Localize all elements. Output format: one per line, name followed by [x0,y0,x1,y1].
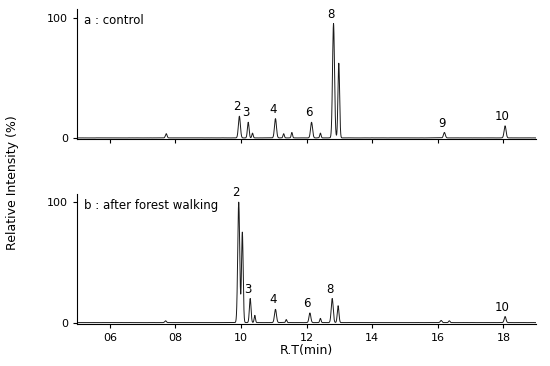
Text: 8: 8 [327,8,334,20]
Text: 6: 6 [304,297,311,310]
Text: 2: 2 [232,186,240,199]
Text: 8: 8 [326,283,333,296]
Text: 3: 3 [242,107,249,119]
Text: 10: 10 [495,110,510,123]
Text: 2: 2 [233,100,240,113]
Text: 4: 4 [269,294,277,306]
X-axis label: R.T(min): R.T(min) [280,344,333,357]
Text: 9: 9 [438,117,446,130]
Text: 3: 3 [244,283,251,296]
Text: 4: 4 [269,103,277,116]
Text: b : after forest walking: b : after forest walking [84,199,218,212]
Text: Relative Intensity (%): Relative Intensity (%) [6,116,19,250]
Text: a : control: a : control [84,14,144,27]
Text: 10: 10 [495,301,510,314]
Text: 6: 6 [305,107,312,119]
